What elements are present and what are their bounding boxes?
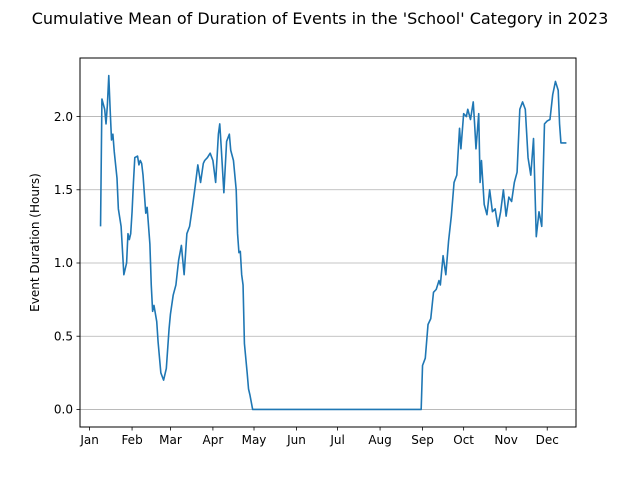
grid-lines [80, 116, 576, 410]
y-tick-label: 0.0 [54, 403, 73, 417]
y-tick-label: 2.0 [54, 110, 73, 124]
plot-frame [79, 57, 577, 428]
series-layer [99, 74, 567, 411]
y-axis: 0.0 0.5 1.0 1.5 2.0 [54, 110, 80, 417]
y-tick-label: 1.5 [54, 183, 73, 197]
series-line [99, 74, 567, 411]
y-tick-label: 0.5 [54, 329, 73, 343]
x-axis: Jan Feb Mar Apr May Jun Jul Aug Sep Oct Nov Dec [79, 427, 559, 447]
y-tick-label: 1.0 [54, 256, 73, 270]
x-tick-label: Dec [536, 433, 559, 447]
x-tick-label: Jul [329, 433, 344, 447]
x-tick-label: May [242, 433, 267, 447]
x-tick-label: Feb [121, 433, 142, 447]
x-tick-label: Oct [453, 433, 474, 447]
x-tick-label: Apr [203, 433, 224, 447]
x-tick-label: Jun [286, 433, 306, 447]
chart-title: Cumulative Mean of Duration of Events in… [32, 9, 609, 28]
x-tick-label: Nov [494, 433, 517, 447]
x-tick-label: Sep [411, 433, 434, 447]
y-axis-label: Event Duration (Hours) [28, 173, 42, 312]
x-tick-label: Aug [368, 433, 391, 447]
x-tick-label: Mar [159, 433, 182, 447]
x-tick-label: Jan [79, 433, 99, 447]
